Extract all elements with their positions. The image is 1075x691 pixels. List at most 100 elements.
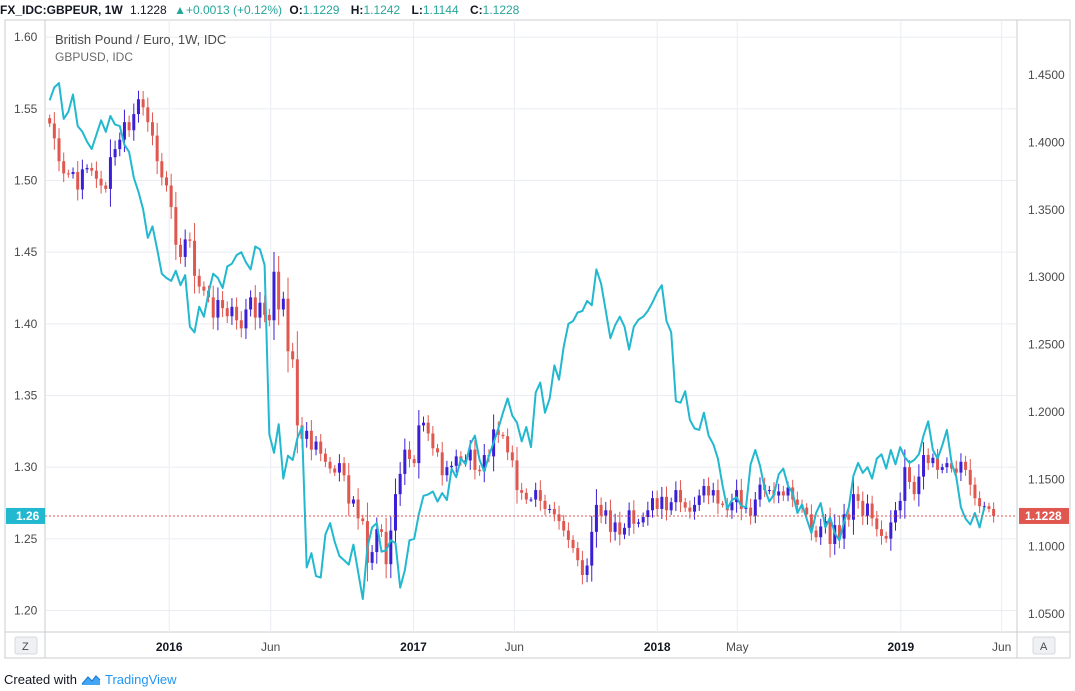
candle-body xyxy=(169,185,173,208)
candle-body xyxy=(426,422,430,434)
candle-body xyxy=(85,167,89,170)
candle-body xyxy=(412,459,416,464)
candle-body xyxy=(940,467,944,470)
candle-body xyxy=(730,502,734,511)
auto-scale-button[interactable]: A xyxy=(1032,636,1056,655)
candle-body xyxy=(660,496,664,509)
candle-body xyxy=(795,499,799,505)
price-change: ▲+0.0013 (+0.12%) xyxy=(174,3,283,17)
candle-body xyxy=(174,207,178,245)
candle-body xyxy=(819,526,823,538)
candle-body xyxy=(739,490,743,509)
candle-body xyxy=(809,514,813,531)
right-tick-label: 1.4000 xyxy=(1028,135,1065,149)
close-label: C: xyxy=(469,3,483,17)
candle-body xyxy=(632,510,636,524)
candle-body xyxy=(267,314,271,321)
candle-body xyxy=(585,565,589,575)
candle-body xyxy=(403,449,407,474)
candle-body xyxy=(767,490,771,492)
candle-body xyxy=(777,491,781,496)
candle-body xyxy=(417,425,421,464)
chart-header: FX_IDC:GBPEUR, 1W 1.1228 ▲+0.0013 (+0.12… xyxy=(0,0,1075,20)
candle-body xyxy=(482,455,486,472)
candle-body xyxy=(566,530,570,540)
candle-body xyxy=(76,172,80,190)
candle-body xyxy=(48,118,52,124)
candle-body xyxy=(529,499,533,501)
candle-body xyxy=(454,456,458,466)
auto-scale-bg[interactable] xyxy=(1032,636,1056,655)
candle-body xyxy=(917,476,921,495)
candle-body xyxy=(211,297,215,318)
candle-body xyxy=(655,498,659,509)
candle-body xyxy=(333,468,337,473)
candle-body xyxy=(127,122,131,131)
time-tick-label: Jun xyxy=(505,640,524,654)
candle-body xyxy=(786,487,790,496)
zoom-button[interactable]: Z xyxy=(14,636,38,655)
candle-body xyxy=(861,500,865,516)
zoom-button-bg[interactable] xyxy=(14,636,38,655)
candle-body xyxy=(898,500,902,511)
left-price-axis[interactable]: 1.60 1.55 1.50 1.45 1.40 1.35 1.30 1.25 1.20 xyxy=(14,30,38,617)
candle-body xyxy=(478,469,482,472)
candle-body xyxy=(113,149,117,158)
candle-body xyxy=(188,239,192,241)
candle-body xyxy=(968,469,972,485)
ohlc-open: O:1.1229 xyxy=(289,0,343,20)
candle-body xyxy=(375,529,379,553)
right-price-axis[interactable]: 1.4500 1.4000 1.3500 1.3000 1.2500 1.2000 1.15… xyxy=(1028,68,1065,621)
candle-body xyxy=(253,297,257,318)
candle-body xyxy=(295,359,299,426)
candle-body xyxy=(160,161,164,178)
candle-body xyxy=(291,351,295,360)
candle-body xyxy=(281,298,285,310)
candle-body xyxy=(604,510,608,516)
candle-body xyxy=(594,504,598,532)
ohlc-close: C:1.1228 xyxy=(470,0,523,20)
candle-body xyxy=(370,552,374,563)
auto-scale-label[interactable]: A xyxy=(1040,641,1048,653)
zoom-button-label[interactable]: Z xyxy=(22,641,29,653)
tradingview-logo-icon xyxy=(81,675,101,685)
candle-body xyxy=(197,275,201,287)
candle-body xyxy=(973,484,977,499)
candle-body xyxy=(847,514,851,520)
time-axis[interactable]: 2016 Jun 2017 Jun 2018 May 2019 Jun xyxy=(156,640,1012,654)
candle-body xyxy=(562,521,566,531)
candle-body xyxy=(165,177,168,186)
candle-body xyxy=(136,99,140,115)
candle-body xyxy=(688,507,692,512)
candle-body xyxy=(543,500,547,509)
candle-body xyxy=(954,468,958,473)
candle-body xyxy=(179,244,183,257)
candle-body xyxy=(608,510,612,532)
left-tick-label: 1.40 xyxy=(14,317,38,331)
candle-body xyxy=(450,465,454,468)
left-tick-label: 1.50 xyxy=(14,174,38,188)
candle-body xyxy=(697,495,701,505)
candle-body xyxy=(202,286,206,291)
time-tick-label: 2019 xyxy=(887,640,914,654)
candle-body xyxy=(753,499,757,516)
candle-body xyxy=(534,490,538,500)
right-tick-label: 1.2000 xyxy=(1028,405,1065,419)
candle-body xyxy=(721,503,725,505)
candle-body xyxy=(468,449,472,461)
candle-body xyxy=(230,306,234,317)
candle-body xyxy=(221,300,225,309)
low-label: L: xyxy=(411,3,423,17)
high-value: 1.1242 xyxy=(363,3,401,17)
high-label: H: xyxy=(350,3,364,17)
right-tick-label: 1.3000 xyxy=(1028,270,1065,284)
candle-body xyxy=(235,306,239,321)
last-price: 1.1228 xyxy=(130,3,167,17)
footer-brand[interactable]: TradingView xyxy=(104,672,177,687)
symbol-label[interactable]: FX_IDC:GBPEUR, 1W xyxy=(0,3,123,17)
candle-body xyxy=(665,496,669,511)
candle-body xyxy=(716,490,720,504)
legend-title: British Pound / Euro, 1W, IDC xyxy=(55,32,226,47)
candle-body xyxy=(580,560,584,575)
